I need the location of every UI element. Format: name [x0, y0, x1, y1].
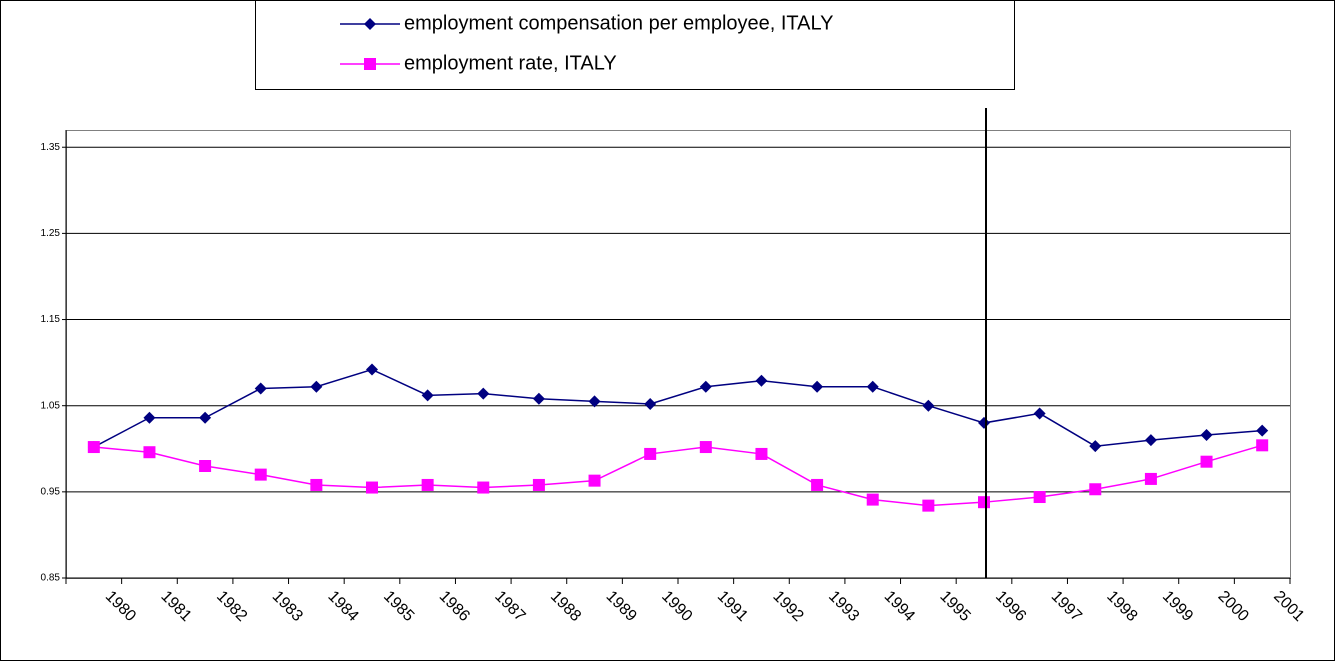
marker [532, 392, 545, 405]
marker [1256, 424, 1269, 437]
marker [1033, 407, 1046, 420]
marker [978, 496, 990, 509]
marker [588, 395, 601, 408]
marker [254, 382, 267, 395]
marker [199, 460, 212, 472]
y-tick-label: 1.25 [41, 228, 61, 239]
marker [143, 446, 156, 459]
marker [254, 468, 267, 481]
marker [1256, 439, 1269, 452]
marker [1089, 440, 1102, 453]
marker [310, 478, 323, 491]
marker [366, 481, 378, 494]
marker [199, 411, 212, 424]
marker [366, 363, 378, 376]
marker [1200, 428, 1213, 441]
marker [755, 374, 768, 387]
marker [699, 380, 712, 393]
marker [310, 380, 323, 393]
marker [1089, 483, 1102, 496]
marker [644, 397, 657, 410]
marker [866, 380, 879, 393]
marker [87, 441, 100, 454]
y-tick-label: 1.35 [41, 142, 61, 153]
marker [922, 499, 935, 512]
marker [755, 447, 768, 460]
legend-box [255, 0, 1015, 90]
marker [421, 389, 434, 402]
marker [1144, 434, 1157, 447]
y-tick-label: 0.85 [41, 573, 61, 584]
plot [62, 130, 1291, 584]
marker [922, 399, 935, 412]
marker [1200, 455, 1213, 468]
marker [143, 411, 156, 424]
y-tick-label: 1.05 [41, 400, 61, 411]
marker [477, 387, 490, 400]
marker [699, 441, 712, 454]
marker [364, 58, 376, 70]
marker [866, 493, 879, 506]
marker [1033, 491, 1046, 504]
marker [532, 478, 545, 491]
marker [811, 380, 824, 393]
marker [811, 478, 824, 491]
marker [644, 447, 657, 460]
marker [477, 481, 490, 494]
marker [421, 478, 434, 491]
marker [364, 18, 376, 30]
series-line [93, 368, 1263, 448]
legend-label: employment compensation per employee, IT… [404, 12, 833, 34]
marker [1144, 472, 1157, 485]
y-tick-label: 1.15 [41, 314, 61, 325]
marker [588, 474, 601, 487]
series-line [93, 444, 1263, 507]
legend-label: employment rate, ITALY [404, 52, 617, 74]
y-tick-label: 0.95 [41, 486, 61, 497]
